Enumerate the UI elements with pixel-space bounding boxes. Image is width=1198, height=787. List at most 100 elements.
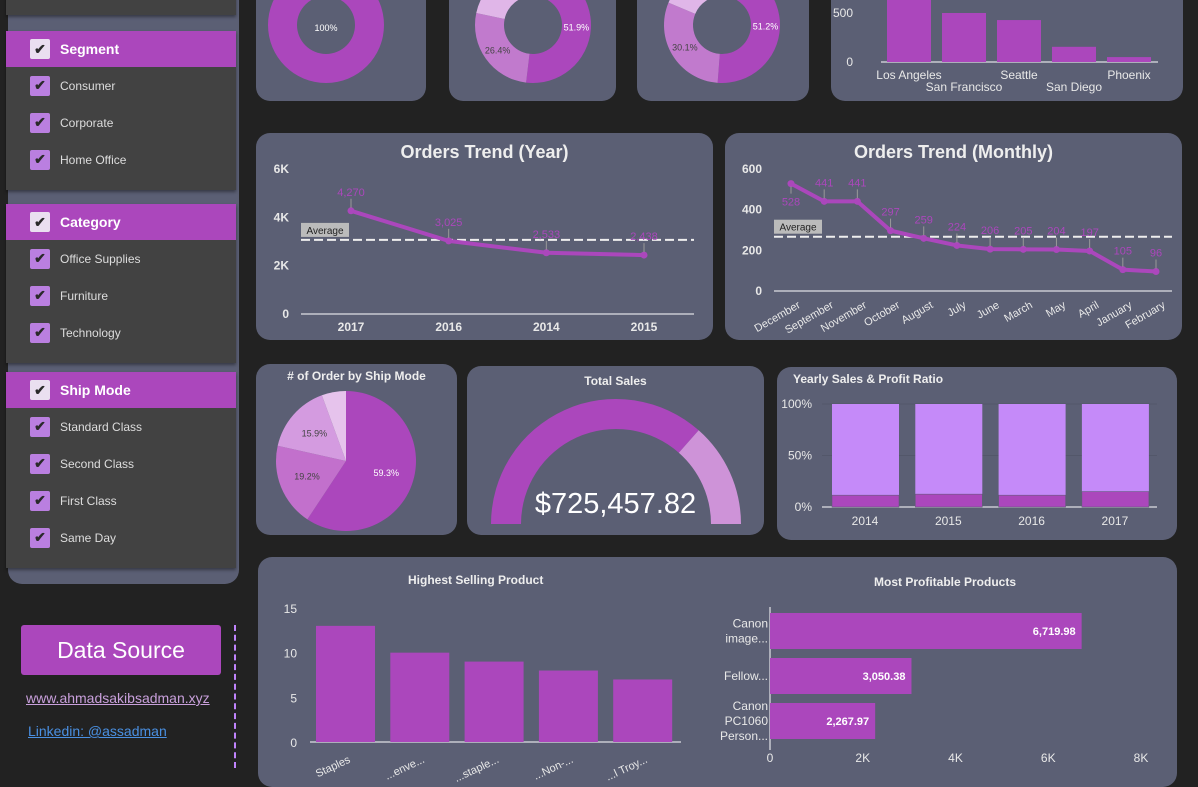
gauge-arc (491, 399, 699, 524)
data-point (1119, 266, 1127, 274)
checkbox-checked-icon[interactable]: ✔ (30, 112, 50, 133)
chart-title: Yearly Sales & Profit Ratio (793, 372, 944, 386)
filter-option-label: Technology (60, 325, 121, 340)
data-label: 206 (981, 225, 999, 237)
x-tick-label: 2016 (435, 320, 462, 334)
slice-label: 100% (314, 23, 337, 33)
chart-title: Highest Selling Product (408, 573, 544, 587)
y-tick-label: Canon (733, 699, 768, 713)
bar (613, 679, 673, 742)
x-tick-label: Los Angeles (876, 68, 941, 82)
slice-label: 30.1% (672, 43, 698, 53)
data-label: 205 (1014, 225, 1032, 237)
gauge-arc (678, 430, 741, 524)
pie-slice (717, 0, 780, 83)
filter-header[interactable]: ✔ Segment (6, 31, 236, 67)
checkbox-checked-icon[interactable]: ✔ (30, 416, 50, 437)
pie-slice (668, 0, 708, 14)
sales-bar-segment (998, 404, 1066, 496)
average-label-bg (301, 222, 349, 237)
filter-option[interactable]: ✔ Standard Class (6, 408, 236, 445)
data-label: 4,270 (337, 187, 365, 199)
checkbox-checked-icon[interactable]: ✔ (30, 248, 50, 269)
filter-option[interactable]: ✔ Technology (6, 314, 236, 351)
filter-sidebar: ✔ Segment ✔ Consumer ✔ Corporate ✔ Home Office ✔… (6, 0, 239, 584)
slice-label: 59.3% (373, 468, 399, 478)
filter-title: Category (60, 214, 121, 230)
filter-option-label: Corporate (60, 115, 114, 130)
filter-option[interactable]: ✔ Consumer (6, 67, 236, 104)
filter-option-label: Same Day (60, 530, 117, 545)
checkbox-checked-icon[interactable]: ✔ (30, 212, 50, 232)
checkbox-checked-icon[interactable]: ✔ (30, 490, 50, 511)
checkbox-checked-icon[interactable]: ✔ (30, 149, 50, 170)
linkedin-link[interactable]: Linkedin: @assadman (28, 723, 167, 739)
total-sales-panel: Total Sales $725,457.82 (467, 366, 764, 535)
website-link[interactable]: www.ahmadsakibsadman.xyz (26, 690, 210, 706)
average-label: Average (779, 223, 817, 234)
filter-segment: ✔ Segment ✔ Consumer ✔ Corporate ✔ Home Office (6, 31, 236, 190)
checkbox-checked-icon[interactable]: ✔ (30, 527, 50, 548)
checkbox-checked-icon[interactable]: ✔ (30, 380, 50, 400)
y-tick-label: 50% (788, 449, 812, 463)
filter-option[interactable]: ✔ Second Class (6, 445, 236, 482)
data-point (953, 241, 961, 249)
yearly-ratio-panel: 0% 50% 100% 2014 2015 2016 2017 Yearly Sales &… (777, 367, 1177, 540)
chart-title: Orders Trend (Monthly) (853, 142, 1053, 162)
y-tick-label: 0 (755, 284, 762, 298)
data-label: 224 (948, 221, 966, 233)
sales-bar-segment (832, 404, 899, 496)
filter-header[interactable]: ✔ Ship Mode (6, 372, 236, 408)
checkbox-checked-icon[interactable]: ✔ (30, 39, 50, 59)
data-label: 2,533 (533, 229, 561, 241)
x-tick-label: 2K (855, 751, 870, 765)
bar (942, 13, 986, 62)
x-tick-label: San Francisco (926, 80, 1003, 94)
checkbox-checked-icon[interactable]: ✔ (30, 285, 50, 306)
pie-slice (475, 13, 530, 83)
data-label: 3,025 (435, 217, 463, 229)
slice-label: 15.9% (302, 428, 328, 438)
checkbox-checked-icon[interactable]: ✔ (30, 453, 50, 474)
filter-header[interactable]: ✔ Category (6, 204, 236, 240)
bar (1107, 57, 1151, 62)
y-tick-label: 600 (742, 162, 762, 176)
data-label: 441 (815, 177, 833, 189)
pie-slice (268, 0, 384, 83)
checkbox-checked-icon[interactable]: ✔ (30, 75, 50, 96)
data-point (820, 197, 828, 205)
bar (770, 613, 1082, 649)
x-tick-label: October (862, 299, 902, 329)
x-tick-label: 4K (948, 751, 963, 765)
y-tick-label: 0 (290, 736, 297, 750)
x-tick-label: 2017 (1102, 514, 1129, 528)
filter-title: Ship Mode (60, 382, 131, 398)
checkbox-checked-icon[interactable]: ✔ (30, 322, 50, 343)
filter-option[interactable]: ✔ Furniture (6, 277, 236, 314)
filter-option[interactable]: ✔ First Class (6, 482, 236, 519)
data-label: 2,438 (630, 231, 658, 243)
y-tick-label: 400 (742, 203, 762, 217)
filter-option[interactable]: ✔ Corporate (6, 104, 236, 141)
filter-option[interactable]: ✔ Office Supplies (6, 240, 236, 277)
y-tick-label: Fellow... (724, 669, 768, 683)
data-label: 259 (915, 214, 933, 226)
bar (770, 703, 876, 739)
filter-option[interactable]: ✔ Same Day (6, 519, 236, 556)
profit-bar-segment (1081, 491, 1150, 508)
average-label: Average (306, 226, 344, 237)
slice-label: 19.2% (294, 472, 320, 482)
data-label: 2,267.97 (826, 716, 869, 728)
bar (1052, 46, 1096, 62)
data-label: 6,719.98 (1033, 626, 1076, 638)
pie-slice (277, 395, 346, 461)
data-point (445, 237, 453, 245)
profit-bar-segment (915, 493, 983, 508)
x-tick-label: 6K (1041, 751, 1056, 765)
data-source-button[interactable]: Data Source (21, 625, 221, 675)
orders-trend-year-panel: Orders Trend (Year) 0 2K 4K 6K Average 4,270 2… (256, 133, 713, 340)
filter-option[interactable]: ✔ Home Office (6, 141, 236, 178)
y-tick-label: 200 (742, 243, 762, 257)
x-tick-label: 2015 (935, 514, 962, 528)
x-tick-label: 2015 (631, 320, 658, 334)
